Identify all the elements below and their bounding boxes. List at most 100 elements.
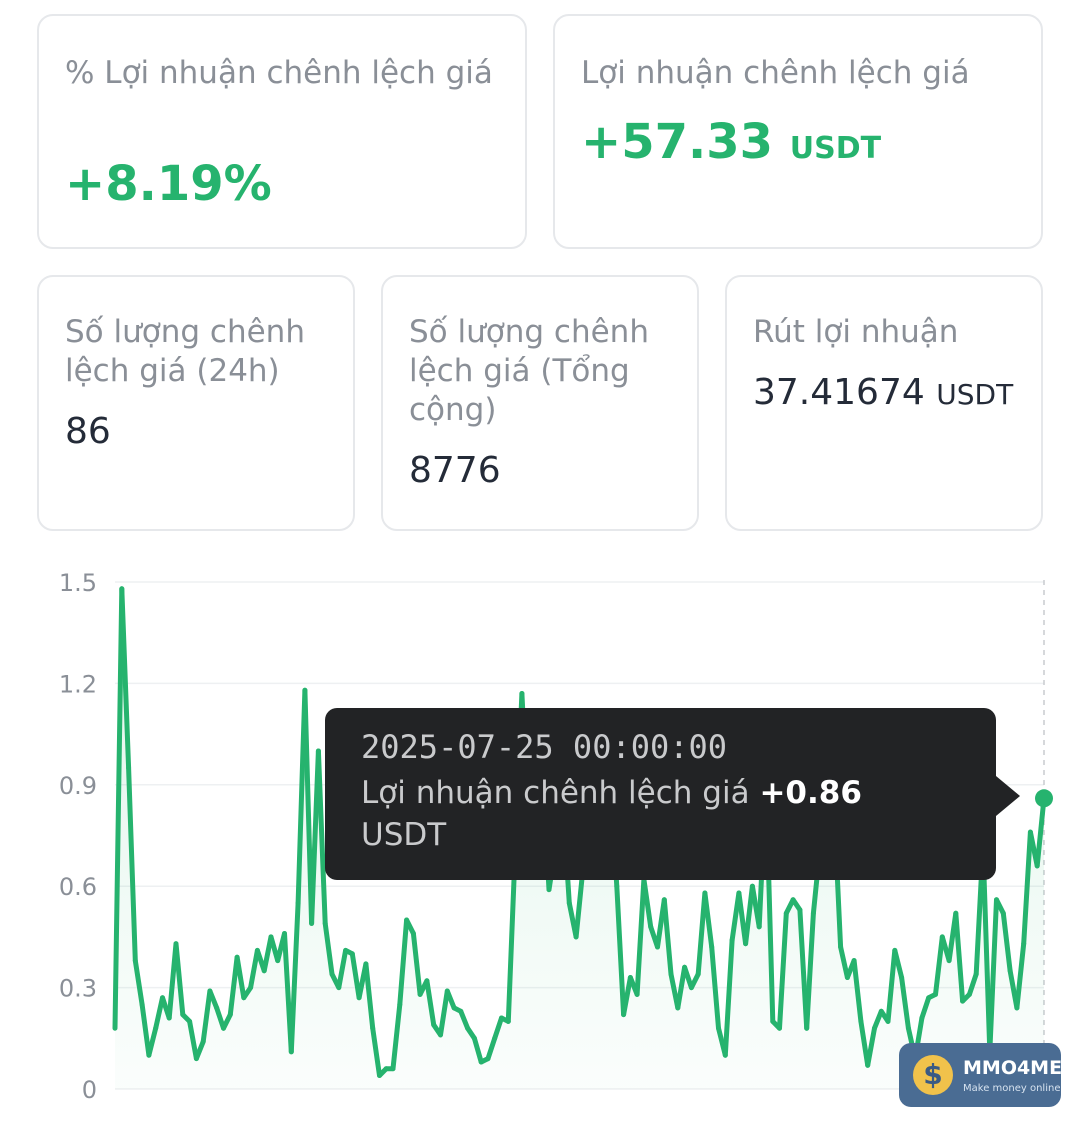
count-total-card: Số lượng chênh lệch giá (Tổng cộng) 8776	[381, 275, 699, 531]
line-segment	[709, 944, 721, 1031]
line-segment	[892, 947, 905, 980]
tooltip-arrow	[996, 776, 1020, 816]
line-segment	[248, 947, 260, 991]
line-segment	[1021, 829, 1033, 947]
line-segment	[641, 876, 654, 930]
y-axis-ticks: 0 0.3 0.6 0.9 1.2 1.5	[59, 569, 97, 1104]
line-segment	[872, 1008, 884, 1031]
line-segment	[315, 748, 328, 926]
line-segment	[363, 961, 376, 1031]
line-segment	[804, 910, 816, 1031]
line-segment	[173, 941, 186, 1018]
line-segment	[119, 586, 132, 771]
line-segment	[126, 765, 138, 964]
line-segment	[743, 883, 755, 947]
chart-tooltip: 2025-07-25 00:00:00 Lợi nhuận chênh lệch…	[325, 708, 1020, 880]
count-24h-value: 86	[65, 411, 111, 452]
line-segment	[390, 1002, 403, 1072]
tooltip-value: +0.86	[759, 775, 862, 811]
line-segment	[987, 897, 999, 1055]
line-segment	[994, 897, 1006, 916]
line-segment	[139, 1002, 152, 1058]
profit-unit: USDT	[789, 131, 882, 166]
line-segment	[885, 947, 898, 1024]
line-segment	[410, 931, 423, 997]
line-segment	[349, 951, 362, 1001]
line-segment	[227, 954, 240, 1018]
highlight-point[interactable]	[1035, 789, 1053, 808]
tooltip-body: Lợi nhuận chênh lệch giá +0.86 USDT	[361, 772, 960, 856]
line-segment	[322, 920, 335, 977]
line-segment	[370, 1025, 382, 1078]
profit-percent-value: +8.19%	[65, 156, 272, 212]
line-segment	[919, 995, 932, 1021]
line-segment	[187, 1018, 199, 1062]
line-segment	[777, 910, 789, 1031]
line-segment	[614, 883, 627, 1018]
logo-tagline: Make money online	[963, 1083, 1061, 1094]
y-tick-label: 0.6	[59, 873, 97, 901]
line-segment	[207, 988, 220, 1011]
count-total-label: Số lượng chênh lệch giá (Tổng cộng)	[409, 314, 649, 428]
line-segment	[397, 917, 410, 1007]
logo-name: MMO4ME	[963, 1057, 1063, 1079]
mmo4me-watermark-logo: $ MMO4ME Make money online	[899, 1043, 1063, 1107]
line-segment	[1014, 941, 1027, 1011]
line-segment	[404, 917, 416, 936]
line-segment	[132, 958, 145, 1007]
line-segment	[458, 1008, 471, 1031]
profit-label: Lợi nhuận chênh lệch giá	[581, 55, 970, 91]
withdraw-card: Rút lợi nhuận 37.41674 USDT	[725, 275, 1043, 531]
line-segment	[153, 995, 165, 1031]
tooltip-unit: USDT	[361, 817, 447, 853]
line-segment	[933, 934, 945, 997]
y-tick-label: 1.2	[59, 670, 97, 698]
line-segment	[966, 971, 979, 997]
withdraw-unit: USDT	[936, 378, 1014, 411]
line-segment	[702, 890, 715, 950]
line-segment	[214, 1005, 226, 1031]
line-segment	[438, 988, 450, 1038]
line-segment	[234, 954, 247, 1001]
profit-percent-card: % Lợi nhuận chênh lệch giá +8.19%	[37, 14, 527, 249]
line-segment	[444, 988, 457, 1011]
y-tick-label: 0.3	[59, 975, 97, 1003]
line-segment	[336, 947, 349, 991]
tooltip-label: Lợi nhuận chênh lệch giá	[361, 775, 750, 811]
y-tick-label: 1.5	[59, 569, 97, 597]
line-segment	[682, 964, 694, 991]
line-segment	[471, 1035, 484, 1065]
profit-line-chart[interactable]: 0 0.3 0.6 0.9 1.2 1.5	[0, 560, 1080, 1130]
profit-value: +57.33	[581, 114, 774, 170]
line-segment	[485, 1035, 498, 1062]
line-segment	[573, 866, 586, 940]
line-segment	[193, 1039, 206, 1062]
line-segment	[688, 971, 701, 991]
line-segment	[851, 958, 864, 1024]
line-segment	[621, 975, 633, 1018]
line-segment	[424, 978, 437, 1028]
profit-card: Lợi nhuận chênh lệch giá +57.33 USDT	[553, 14, 1043, 249]
withdraw-label: Rút lợi nhuận	[753, 314, 959, 350]
line-segment	[899, 975, 911, 1031]
line-segment	[695, 890, 708, 977]
line-segment	[505, 849, 518, 1024]
line-segment	[634, 876, 647, 997]
tooltip-date: 2025-07-25 00:00:00	[361, 728, 728, 766]
line-segment	[112, 586, 125, 1031]
y-tick-label: 0.9	[59, 772, 97, 800]
line-segment	[302, 687, 315, 926]
line-segment	[200, 988, 213, 1045]
y-tick-label: 0	[82, 1076, 97, 1104]
profit-percent-label: % Lợi nhuận chênh lệch giá	[65, 55, 493, 91]
line-segment	[661, 897, 674, 977]
line-segment	[221, 1012, 233, 1031]
line-segment	[146, 1025, 159, 1058]
line-segment	[675, 964, 688, 1011]
line-segment	[1000, 910, 1013, 974]
line-segment	[288, 900, 301, 1055]
line-segment	[261, 934, 274, 974]
line-segment	[1034, 795, 1047, 869]
line-segment	[838, 944, 850, 980]
line-segment	[492, 1015, 504, 1041]
